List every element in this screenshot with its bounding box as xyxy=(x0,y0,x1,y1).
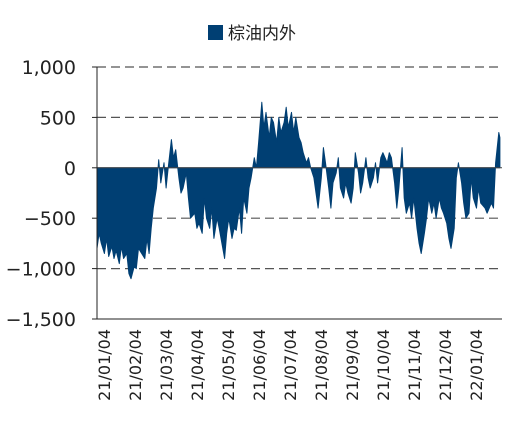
x-axis-ticks: 21/01/04 21/02/04 21/03/04 21/04/04 21/05/04… xyxy=(95,329,486,401)
legend: 棕油内外 xyxy=(208,24,296,44)
y-tick-label: 1,000 xyxy=(22,57,76,79)
plot-area xyxy=(96,101,501,280)
grid xyxy=(97,66,502,270)
legend-label: 棕油内外 xyxy=(228,24,296,44)
x-tick-label: 21/06/04 xyxy=(250,329,269,401)
series-area xyxy=(96,101,501,280)
x-tick-label: 21/05/04 xyxy=(219,329,238,401)
x-tick-label: 21/10/04 xyxy=(374,329,393,401)
x-tick-label: 21/02/04 xyxy=(126,329,145,401)
y-axis-ticks: 1,000 500 0 −500 −1,000 −1,500 xyxy=(6,57,76,331)
y-tick-label: 500 xyxy=(40,107,76,129)
x-tick-label: 21/11/04 xyxy=(405,329,424,401)
axes xyxy=(92,66,502,320)
x-tick-label: 21/01/04 xyxy=(95,329,114,401)
y-tick-label: −500 xyxy=(24,208,76,230)
x-tick-label: 21/12/04 xyxy=(436,329,455,401)
y-tick-label: 0 xyxy=(64,158,76,180)
y-tick-label: −1,000 xyxy=(6,259,76,281)
legend-swatch xyxy=(208,25,223,40)
x-tick-label: 21/09/04 xyxy=(343,329,362,401)
x-tick-label: 21/03/04 xyxy=(157,329,176,401)
x-tick-label: 21/08/04 xyxy=(312,329,331,401)
x-tick-label: 22/01/04 xyxy=(467,329,486,401)
x-tick-label: 21/07/04 xyxy=(281,329,300,401)
x-tick-label: 21/04/04 xyxy=(188,329,207,401)
y-tick-label: −1,500 xyxy=(6,309,76,331)
